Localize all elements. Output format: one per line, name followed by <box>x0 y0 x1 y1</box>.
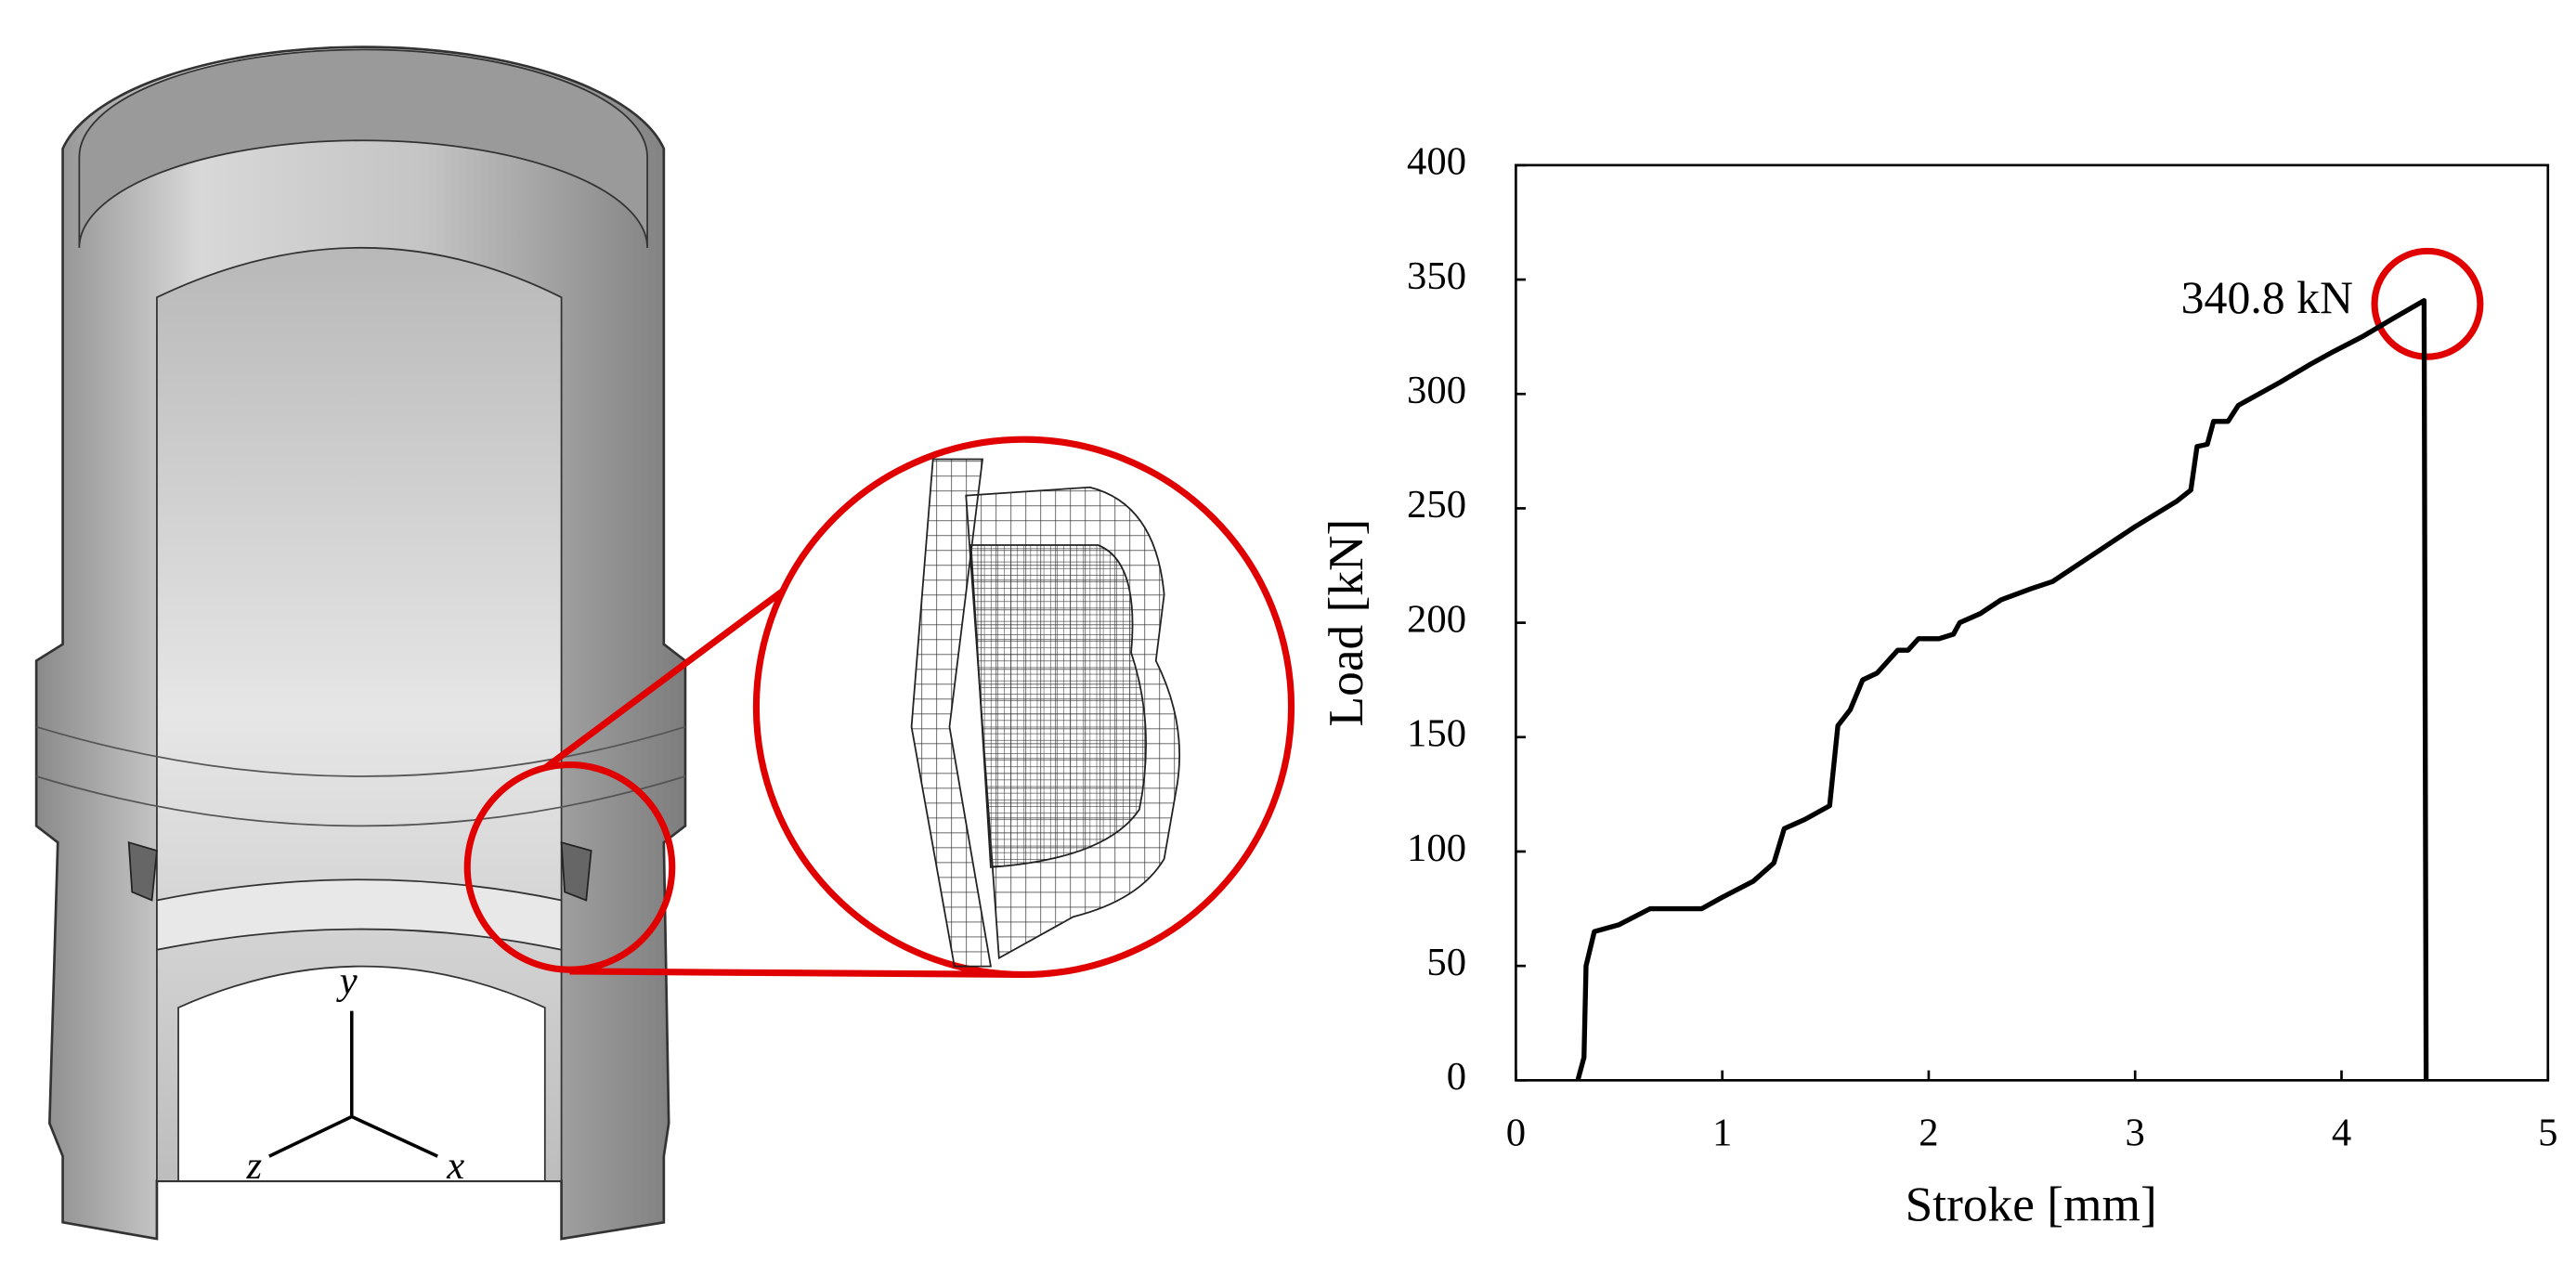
cylinder-illustration: y z x <box>34 46 1295 1241</box>
y-tick-label: 50 <box>1426 941 1466 984</box>
x-tick-label: 5 <box>2538 1112 2557 1155</box>
x-axis-label: Stroke [mm] <box>1906 1176 2157 1231</box>
plot-frame <box>1515 163 2550 1082</box>
y-tick-label: 250 <box>1407 483 1466 527</box>
y-tick-label: 300 <box>1407 369 1466 412</box>
x-tick-label: 1 <box>1712 1112 1732 1155</box>
highlight-circle <box>2371 247 2484 360</box>
axis-letter: y <box>336 959 358 1003</box>
annotation: 340.8 kN <box>2181 272 2353 323</box>
x-tick-label: 4 <box>2332 1112 2351 1155</box>
y-axis-label: Load [kN] <box>1318 519 1373 727</box>
y-tick-label: 200 <box>1407 597 1466 641</box>
y-tick-label: 400 <box>1407 140 1466 184</box>
x-tick-label: 0 <box>1506 1112 1526 1155</box>
axis-letter: z <box>246 1144 263 1188</box>
x-tick-label: 3 <box>2126 1112 2145 1155</box>
y-tick-label: 0 <box>1447 1055 1466 1099</box>
y-tick-label: 150 <box>1407 712 1466 756</box>
y-tick-label: 350 <box>1407 254 1466 298</box>
load-curve <box>1575 298 2429 1082</box>
x-tick-label: 2 <box>1919 1112 1938 1155</box>
y-tick-label: 100 <box>1407 826 1466 870</box>
axis-letter: x <box>446 1144 464 1188</box>
